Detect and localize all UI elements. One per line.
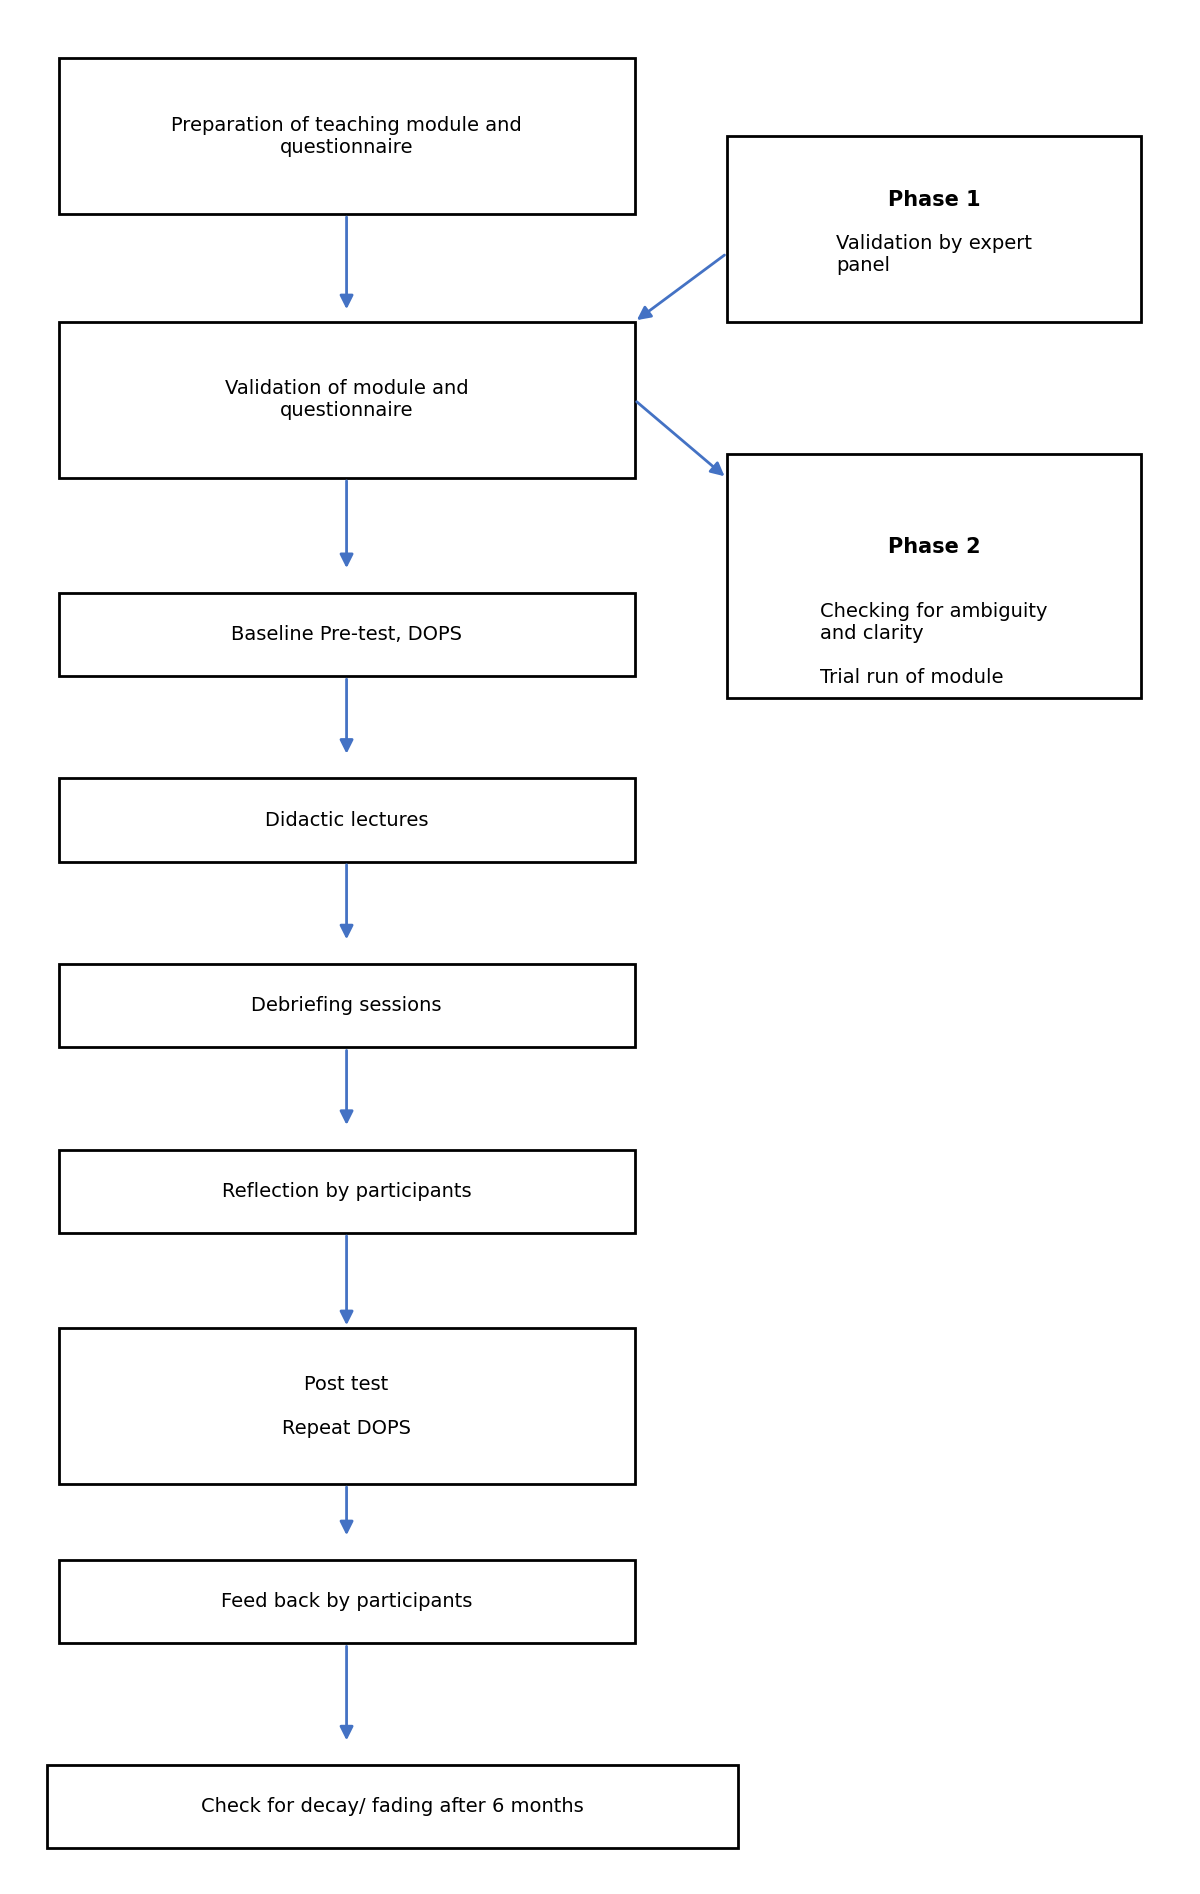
FancyBboxPatch shape: [59, 322, 635, 477]
FancyBboxPatch shape: [59, 1150, 635, 1233]
FancyBboxPatch shape: [59, 964, 635, 1047]
FancyBboxPatch shape: [59, 593, 635, 676]
FancyBboxPatch shape: [59, 778, 635, 862]
Text: Checking for ambiguity
and clarity

Trial run of module: Checking for ambiguity and clarity Trial…: [821, 602, 1048, 688]
Text: Phase 2: Phase 2: [888, 536, 980, 557]
FancyBboxPatch shape: [59, 1328, 635, 1485]
Text: Validation of module and
questionnaire: Validation of module and questionnaire: [224, 379, 468, 420]
Text: Check for decay/ fading after 6 months: Check for decay/ fading after 6 months: [202, 1797, 584, 1816]
Text: Reflection by participants: Reflection by participants: [222, 1182, 472, 1201]
Text: Baseline Pre-test, DOPS: Baseline Pre-test, DOPS: [232, 625, 462, 644]
FancyBboxPatch shape: [59, 1561, 635, 1642]
Text: Debriefing sessions: Debriefing sessions: [251, 996, 442, 1015]
FancyBboxPatch shape: [727, 455, 1141, 697]
Text: Post test

Repeat DOPS: Post test Repeat DOPS: [282, 1375, 412, 1438]
Text: Validation by expert
panel: Validation by expert panel: [836, 233, 1032, 275]
FancyBboxPatch shape: [727, 136, 1141, 322]
Text: Feed back by participants: Feed back by participants: [221, 1593, 473, 1612]
FancyBboxPatch shape: [47, 1765, 738, 1849]
Text: Didactic lectures: Didactic lectures: [265, 811, 428, 830]
FancyBboxPatch shape: [59, 59, 635, 214]
Text: Preparation of teaching module and
questionnaire: Preparation of teaching module and quest…: [172, 116, 522, 157]
Text: Phase 1: Phase 1: [888, 189, 980, 210]
